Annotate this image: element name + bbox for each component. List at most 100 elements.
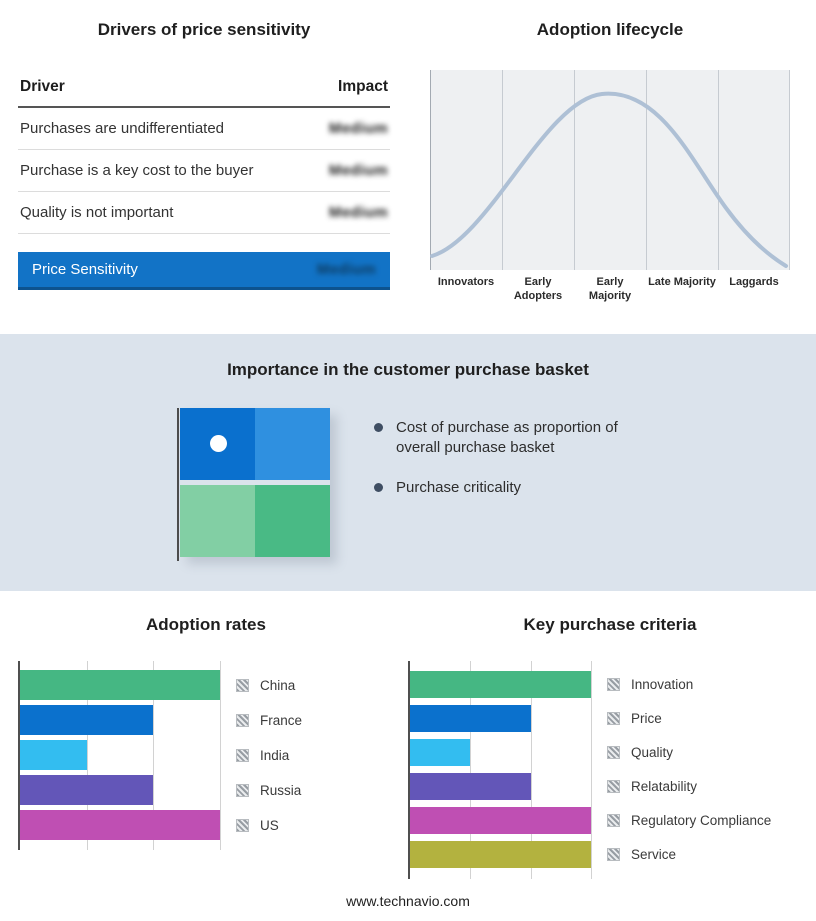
hatch-swatch (236, 713, 249, 727)
bar-regulatory-compliance (410, 807, 591, 834)
bar-price (410, 705, 531, 732)
bar-relatability (410, 773, 531, 800)
bullet-text: Purchase criticality (396, 479, 522, 496)
bullet-icon (374, 483, 383, 492)
quadrant-cell-top-right (255, 407, 330, 480)
impact-value: Medium (316, 261, 376, 278)
bar-row (410, 668, 591, 702)
chart-title: Key purchase criteria (523, 614, 697, 634)
key-purchase-criteria-chart: Key purchase criteria Innovation Price Qua… (408, 615, 812, 879)
legend-label: Russia (260, 782, 302, 798)
quadrant-cell-bottom-right (255, 484, 330, 557)
bar-us (20, 810, 220, 840)
legend-label: India (260, 747, 290, 763)
col-impact: Impact (338, 78, 388, 95)
chart-legend: Innovation Price Quality Relatability Regula… (607, 661, 771, 879)
legend-label: China (260, 677, 296, 693)
bar-quality (410, 739, 471, 766)
gridline (470, 660, 472, 879)
bar-row (410, 702, 591, 736)
quadrant-graphic (177, 407, 330, 561)
drivers-table-header: Driver Impact (18, 70, 390, 108)
impact-value: Medium (328, 204, 388, 221)
bar-india (20, 740, 87, 770)
stage-label: Early Adopters (513, 276, 563, 302)
hatch-swatch (607, 712, 620, 725)
driver-row: Purchase is a key cost to the buyer Medi… (18, 150, 390, 192)
bar-row (410, 804, 591, 838)
gridline (153, 660, 155, 850)
legend-item: China (236, 668, 302, 703)
legend-item: Russia (236, 773, 302, 808)
gridline (502, 70, 503, 270)
bar-plot (408, 660, 592, 879)
chart-legend: China France India Russia US (236, 661, 302, 850)
stage-label: Innovators (437, 276, 495, 288)
purchase-basket-section: Importance in the customer purchase bask… (0, 333, 816, 591)
basket-content: Cost of purchase as proportion of overal… (0, 407, 816, 561)
basket-bullets: Cost of purchase as proportion of overal… (374, 418, 659, 519)
legend-label: France (260, 712, 303, 728)
lifecycle-title: Adoption lifecycle (536, 20, 684, 39)
bar-row (20, 738, 220, 773)
driver-label: Quality is not important (20, 204, 174, 221)
stage-label: Early Majority (588, 276, 632, 302)
lifecycle-panel: Adoption lifecycle Innovators Early Adop… (430, 12, 790, 304)
bar-innovation (410, 671, 591, 698)
legend-label: Innovation (631, 677, 694, 692)
impact-value: Medium (328, 162, 388, 179)
legend-item: US (236, 808, 302, 843)
bar-china (20, 670, 220, 700)
legend-item: Price (607, 702, 771, 736)
stage-label: Laggards (729, 276, 779, 288)
gridline (789, 70, 790, 270)
driver-row: Purchases are undifferentiated Medium (18, 108, 390, 150)
chart-body: Innovation Price Quality Relatability Regula… (408, 660, 812, 879)
legend-label: Relatability (631, 779, 698, 794)
bar-row (20, 773, 220, 808)
bell-curve (430, 91, 788, 268)
bar-row (20, 703, 220, 738)
legend-item: Relatability (607, 770, 771, 804)
bullet-icon (374, 422, 383, 432)
chart-body: China France India Russia US (18, 660, 394, 850)
hatch-swatch (236, 783, 249, 797)
driver-label: Purchase is a key cost to the buyer (20, 162, 254, 179)
position-dot (210, 434, 227, 452)
basket-title: Importance in the customer purchase bask… (227, 359, 589, 379)
hatch-swatch (607, 780, 620, 793)
driver-label: Purchases are undifferentiated (20, 120, 225, 137)
bar-row (410, 770, 591, 804)
bar-service (410, 841, 591, 868)
quadrant-cell-bottom-left (180, 484, 255, 557)
stage-label: Late Majority (648, 276, 716, 288)
legend-item: Quality (607, 736, 771, 770)
price-sensitivity-label: Price Sensitivity (32, 261, 138, 278)
gridline (574, 70, 575, 270)
bar-row (410, 838, 591, 872)
legend-label: Quality (631, 745, 674, 760)
gridline (220, 660, 221, 850)
gridline (591, 660, 592, 879)
gridline (646, 70, 647, 270)
legend-item: Innovation (607, 668, 771, 702)
adoption-lifecycle-chart (430, 70, 790, 270)
hatch-swatch (236, 748, 249, 762)
legend-label: US (260, 817, 279, 833)
drivers-title: Drivers of price sensitivity (97, 20, 311, 39)
drivers-panel: Drivers of price sensitivity Driver Impa… (18, 12, 390, 304)
bar-row (410, 736, 591, 770)
hatch-swatch (607, 746, 620, 759)
impact-value: Medium (328, 120, 388, 137)
quadrant-axis (177, 407, 179, 561)
bullet-text: Cost of purchase as proportion of overal… (396, 418, 618, 456)
bottom-section: Adoption rates China France India Russia US … (0, 615, 816, 879)
bullet-item: Purchase criticality (374, 478, 659, 498)
quadrant-cell-top-left (180, 407, 255, 480)
footer-url: www.technavio.com (346, 892, 470, 909)
top-section: Drivers of price sensitivity Driver Impa… (0, 0, 816, 304)
gridline (530, 660, 532, 879)
legend-item: Service (607, 838, 771, 872)
hatch-swatch (607, 814, 620, 827)
